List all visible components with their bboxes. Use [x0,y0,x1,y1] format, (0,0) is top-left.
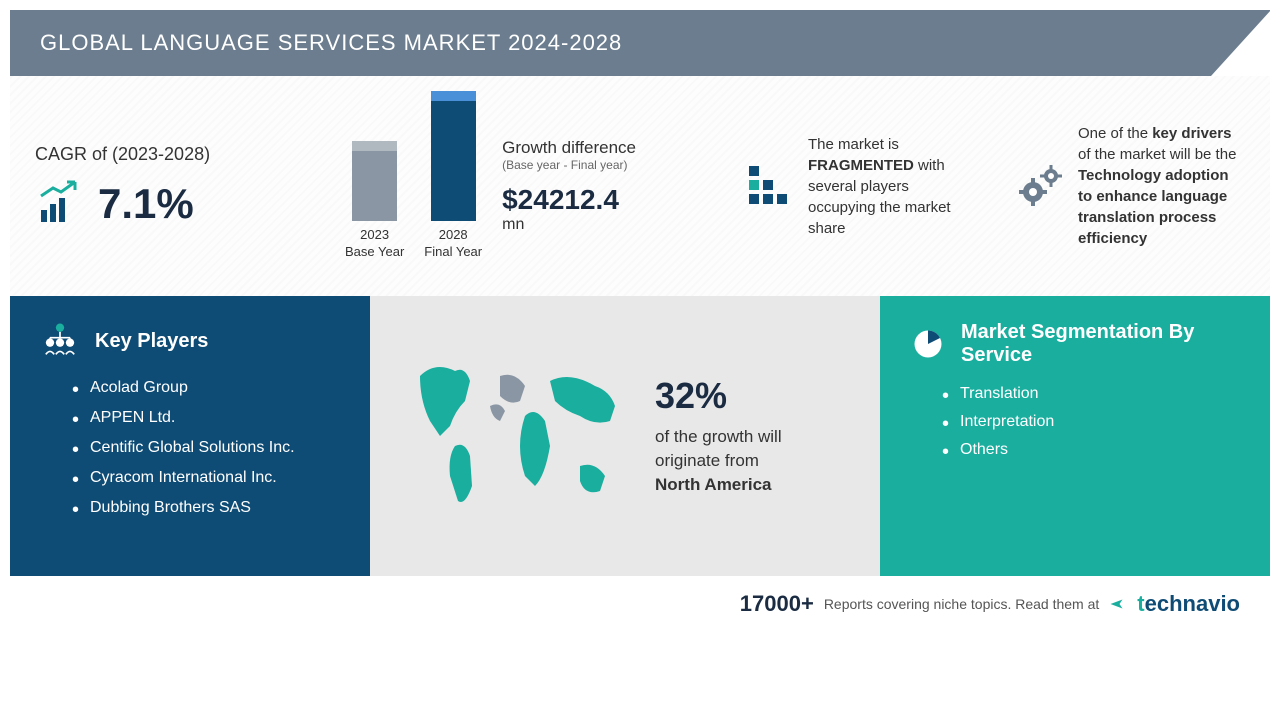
footer: 17000+ Reports covering niche topics. Re… [10,576,1270,632]
key-players-list: Acolad Group APPEN Ltd. Centific Global So… [40,379,340,517]
technavio-logo: technavio [1137,591,1240,617]
fragmented-panel: The market is FRAGMENTED with several pl… [720,76,990,296]
growth-title: Growth difference [502,138,695,158]
bar-2023 [352,141,397,221]
fragmented-icon [745,162,793,210]
fragmented-text: The market is FRAGMENTED with several pl… [808,134,965,239]
region-description: of the growth will originate from North … [655,425,782,496]
world-map-icon [400,346,630,526]
region-percent: 32% [655,375,782,417]
bar-base-year: 2023Base Year [345,141,404,261]
growth-subtitle: (Base year - Final year) [502,158,695,172]
player-item: Acolad Group [90,379,340,397]
pie-chart-icon [910,324,946,364]
cagr-value: 7.1% [98,180,194,228]
region-panel: 32% of the growth will originate from No… [370,296,880,576]
segmentation-item: Interpretation [960,413,1240,431]
footer-text: Reports covering niche topics. Read them… [824,596,1099,612]
segmentation-title-row: Market Segmentation By Service [910,321,1240,367]
growth-value: $24212.4 [502,184,695,216]
driver-panel: One of the key drivers of the market wil… [990,76,1270,296]
growth-panel: 2023Base Year 2028Final Year Growth diff… [320,76,720,296]
header-bar: GLOBAL LANGUAGE SERVICES MARKET 2024-202… [10,10,1270,76]
segmentation-list: Translation Interpretation Others [910,385,1240,459]
region-text: 32% of the growth will originate from No… [655,375,782,496]
segmentation-title: Market Segmentation By Service [961,321,1240,367]
growth-chart-icon [35,180,83,228]
bar-chart: 2023Base Year 2028Final Year [345,111,482,261]
header-title: GLOBAL LANGUAGE SERVICES MARKET 2024-202… [40,30,622,55]
cagr-panel: CAGR of (2023-2028) 7.1% [10,76,320,296]
details-row: Key Players Acolad Group APPEN Ltd. Centif… [10,296,1270,576]
segmentation-panel: Market Segmentation By Service Translati… [880,296,1270,576]
stats-row: CAGR of (2023-2028) 7.1% 2023Base Year [10,76,1270,296]
infographic-container: GLOBAL LANGUAGE SERVICES MARKET 2024-202… [0,0,1280,720]
bar-final-year: 2028Final Year [424,91,482,261]
segmentation-item: Others [960,441,1240,459]
gears-icon [1015,162,1063,210]
bar-2028 [431,91,476,221]
key-players-title-row: Key Players [40,321,340,361]
bar-label-2023: 2023Base Year [345,227,404,261]
bar-label-2028: 2028Final Year [424,227,482,261]
key-players-panel: Key Players Acolad Group APPEN Ltd. Centif… [10,296,370,576]
cagr-label: CAGR of (2023-2028) [35,144,295,165]
player-item: Dubbing Brothers SAS [90,499,340,517]
key-players-title: Key Players [95,330,208,353]
growth-unit: mn [502,216,695,234]
segmentation-item: Translation [960,385,1240,403]
player-item: APPEN Ltd. [90,409,340,427]
arrow-icon [1109,595,1127,613]
growth-text: Growth difference (Base year - Final yea… [502,138,695,234]
footer-count: 17000+ [740,591,814,617]
player-item: Centific Global Solutions Inc. [90,439,340,457]
player-item: Cyracom International Inc. [90,469,340,487]
people-icon [40,321,80,361]
driver-text: One of the key drivers of the market wil… [1078,123,1245,249]
